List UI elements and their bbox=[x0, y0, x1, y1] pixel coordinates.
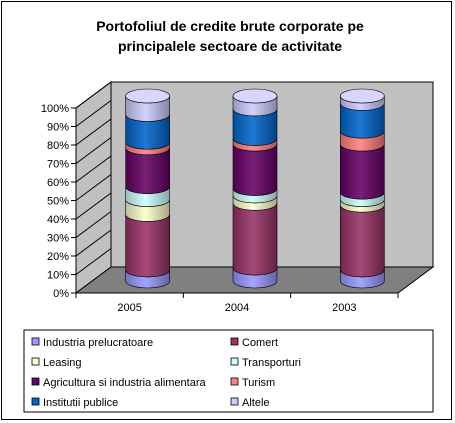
legend-label: Institutii publice bbox=[43, 397, 118, 409]
chart-title: Portofoliul de credite brute corporate p… bbox=[96, 18, 364, 54]
y-tick-label: 30% bbox=[47, 233, 69, 245]
legend-swatch bbox=[31, 377, 40, 386]
bar-segment-2003-1 bbox=[340, 205, 385, 278]
legend-swatch bbox=[230, 397, 239, 406]
gridline-depth bbox=[75, 192, 112, 220]
y-tick-label: 10% bbox=[47, 270, 69, 282]
gridline-depth bbox=[75, 211, 112, 238]
gridline-depth bbox=[75, 248, 112, 275]
x-axis: 2005 2004 2003 bbox=[75, 292, 399, 314]
x-tick-label: 2003 bbox=[332, 302, 356, 314]
legend-label: Turism bbox=[242, 377, 275, 389]
x-tick-label: 2005 bbox=[117, 302, 141, 314]
bars bbox=[125, 88, 385, 289]
legend-label: Comert bbox=[242, 337, 278, 349]
legend-label: Leasing bbox=[43, 357, 82, 369]
y-tick-label: 100% bbox=[41, 103, 69, 115]
legend-swatch bbox=[230, 377, 239, 386]
legend-swatch bbox=[31, 337, 40, 346]
bar-segment-2003-4 bbox=[340, 144, 385, 200]
y-tick-label: 20% bbox=[47, 251, 69, 263]
y-tick-label: 80% bbox=[47, 140, 69, 152]
legend-label: Transporturi bbox=[242, 357, 301, 369]
bar-segment-2004-1 bbox=[232, 203, 278, 276]
legend-swatch bbox=[230, 337, 239, 346]
y-tick-label: 50% bbox=[47, 196, 69, 208]
x-tick-label: 2004 bbox=[225, 302, 249, 314]
legend-swatch bbox=[31, 397, 40, 406]
y-tick-label: 0% bbox=[53, 288, 69, 300]
legend: Industria prelucratoare Comert Leasing Tran… bbox=[23, 329, 434, 413]
bar-stack-2004 bbox=[232, 88, 278, 289]
bar-top-2003 bbox=[340, 88, 385, 104]
legend-label: Altele bbox=[242, 397, 270, 409]
bar-segment-2005-1 bbox=[125, 214, 170, 278]
bar-segment-2004-4 bbox=[232, 144, 278, 196]
legend-label: Agricultura si industria alimentara bbox=[43, 377, 207, 389]
gridline-depth bbox=[75, 100, 112, 127]
y-tick-label: 70% bbox=[47, 159, 69, 171]
y-tick-label: 40% bbox=[47, 214, 69, 226]
bar-stack-2003 bbox=[340, 88, 385, 289]
bar-top-2004 bbox=[232, 88, 278, 104]
gridline-depth bbox=[75, 81, 112, 109]
legend-box bbox=[23, 329, 434, 413]
gridline-depth bbox=[75, 155, 112, 183]
legend-swatch bbox=[31, 357, 40, 366]
y-axis: 0% 10% 20% 30% 40% 50% 60% 70% 80% 90% 100% bbox=[41, 81, 112, 300]
gridline-depth bbox=[75, 118, 112, 146]
chart-title-line-2: principalele sectoare de activitate bbox=[118, 38, 342, 54]
y-tick-label: 90% bbox=[47, 122, 69, 134]
legend-swatch bbox=[230, 357, 239, 366]
bar-top-2005 bbox=[125, 88, 170, 104]
chart-title-line-1: Portofoliul de credite brute corporate p… bbox=[96, 18, 364, 34]
gridline-depth bbox=[75, 137, 112, 164]
gridline-depth bbox=[75, 229, 112, 257]
bar-stack-2005 bbox=[125, 88, 170, 289]
legend-label: Industria prelucratoare bbox=[43, 337, 153, 349]
gridline-depth bbox=[75, 174, 112, 201]
y-tick-label: 60% bbox=[47, 177, 69, 189]
